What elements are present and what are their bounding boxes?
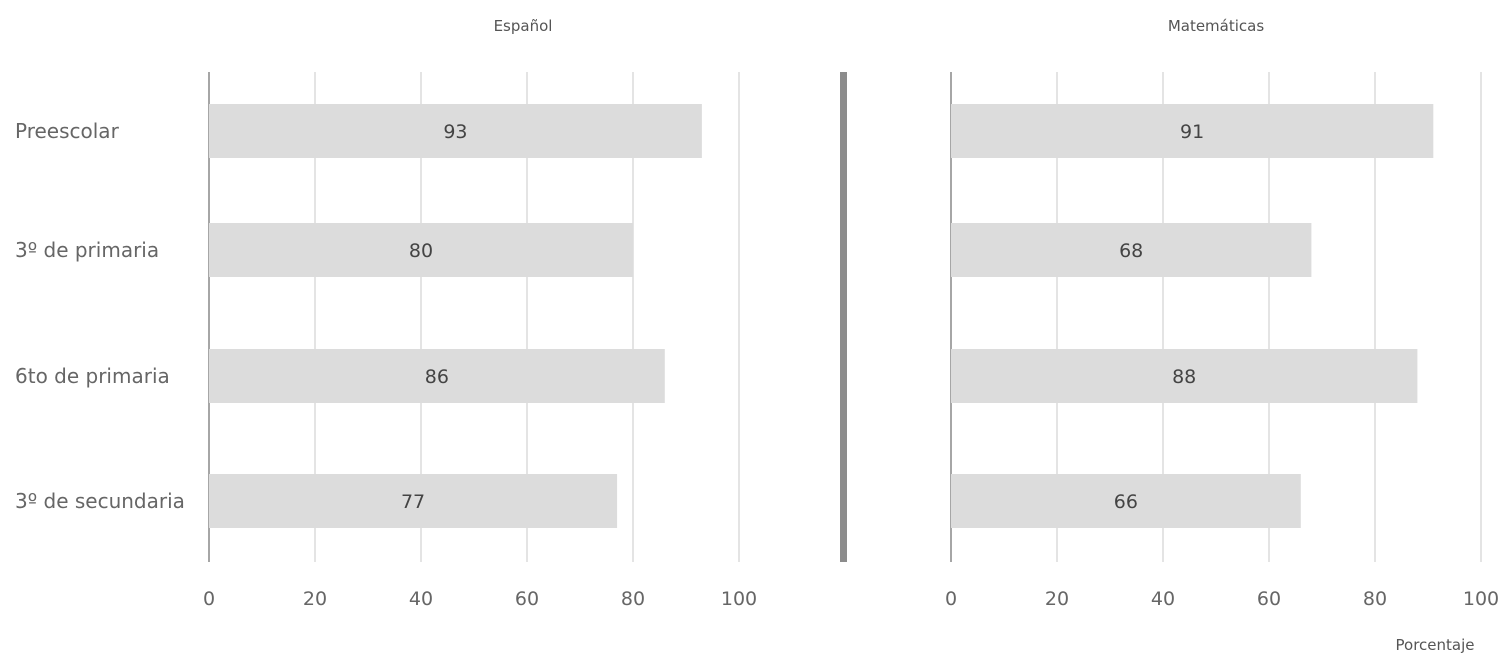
category-label: 3º de secundaria bbox=[15, 489, 185, 513]
bar bbox=[951, 474, 1301, 528]
x-tick-label: 60 bbox=[515, 588, 539, 610]
category-label: Preescolar bbox=[15, 119, 120, 143]
bar-value-label: 77 bbox=[401, 491, 425, 513]
x-axis-title: Porcentaje bbox=[1396, 636, 1475, 653]
bars-layer bbox=[209, 104, 1434, 528]
bar bbox=[951, 349, 1418, 403]
bar-value-label: 66 bbox=[1114, 491, 1138, 513]
bar bbox=[951, 223, 1312, 277]
x-tick-label: 80 bbox=[621, 588, 645, 610]
bar-value-label: 93 bbox=[443, 121, 467, 143]
bar-value-label: 86 bbox=[425, 366, 449, 388]
x-tick-label: 60 bbox=[1257, 588, 1281, 610]
x-tick-label: 40 bbox=[409, 588, 433, 610]
x-tick-label: 40 bbox=[1151, 588, 1175, 610]
bar bbox=[209, 474, 618, 528]
bar-value-label: 88 bbox=[1172, 366, 1196, 388]
category-label: 6to de primaria bbox=[15, 364, 170, 388]
x-tick-label: 100 bbox=[1463, 588, 1499, 610]
bar-value-label: 91 bbox=[1180, 121, 1204, 143]
x-tick-label: 20 bbox=[303, 588, 327, 610]
x-tick-label: 0 bbox=[945, 588, 957, 610]
category-label: 3º de primaria bbox=[15, 238, 159, 262]
text-layer: Español Matemáticas Porcentaje 0 20 40 60 80… bbox=[15, 17, 1499, 653]
x-tick-label: 0 bbox=[203, 588, 215, 610]
panel-divider bbox=[840, 72, 847, 562]
x-tick-label: 100 bbox=[721, 588, 757, 610]
bar-value-label: 80 bbox=[409, 240, 433, 262]
bar bbox=[209, 104, 702, 158]
bar bbox=[209, 349, 665, 403]
panel-title-espanol: Español bbox=[494, 17, 553, 35]
bar bbox=[209, 223, 633, 277]
x-tick-label: 20 bbox=[1045, 588, 1069, 610]
panel-title-matematicas: Matemáticas bbox=[1168, 17, 1265, 35]
bar-value-label: 68 bbox=[1119, 240, 1143, 262]
x-tick-label: 80 bbox=[1363, 588, 1387, 610]
bar bbox=[951, 104, 1434, 158]
